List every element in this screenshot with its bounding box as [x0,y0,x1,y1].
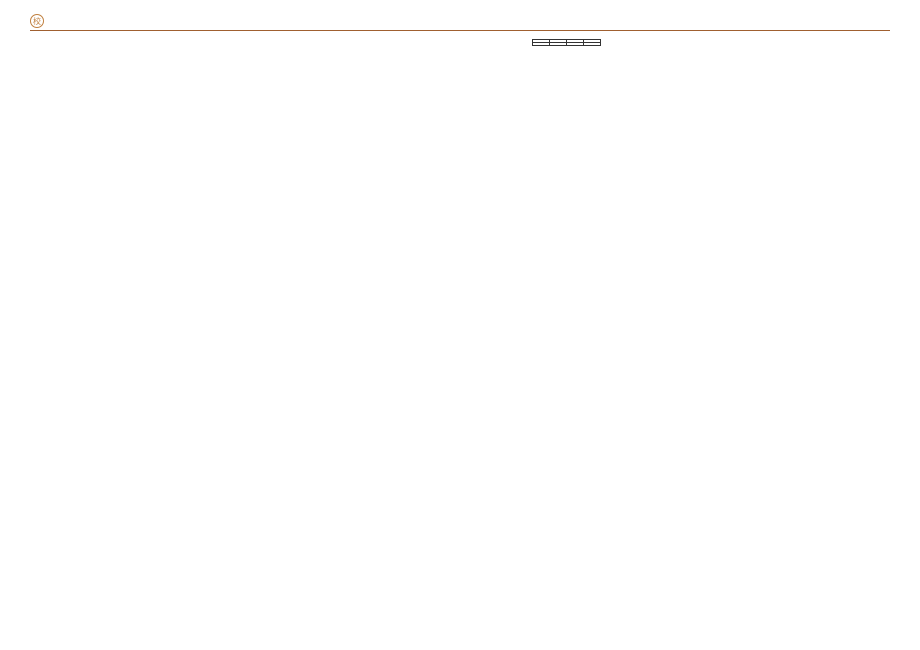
table-row [533,43,601,46]
page-header: 校 [30,14,890,31]
right-column [472,37,890,52]
content-columns [30,37,890,52]
page-footer [0,633,920,644]
cell [533,43,550,46]
left-column [30,37,448,52]
q36-table [532,39,890,46]
school-logo-icon: 校 [30,14,44,28]
cell [584,43,601,46]
cell [550,43,567,46]
cell [567,43,584,46]
